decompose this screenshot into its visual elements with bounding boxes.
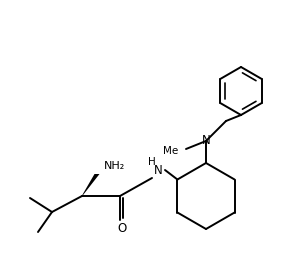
Text: Me: Me — [163, 146, 178, 156]
Text: H: H — [148, 157, 156, 167]
Text: O: O — [117, 222, 127, 236]
Polygon shape — [82, 174, 99, 196]
Text: N: N — [154, 163, 162, 177]
Text: N: N — [202, 135, 210, 147]
Text: NH₂: NH₂ — [104, 161, 125, 171]
